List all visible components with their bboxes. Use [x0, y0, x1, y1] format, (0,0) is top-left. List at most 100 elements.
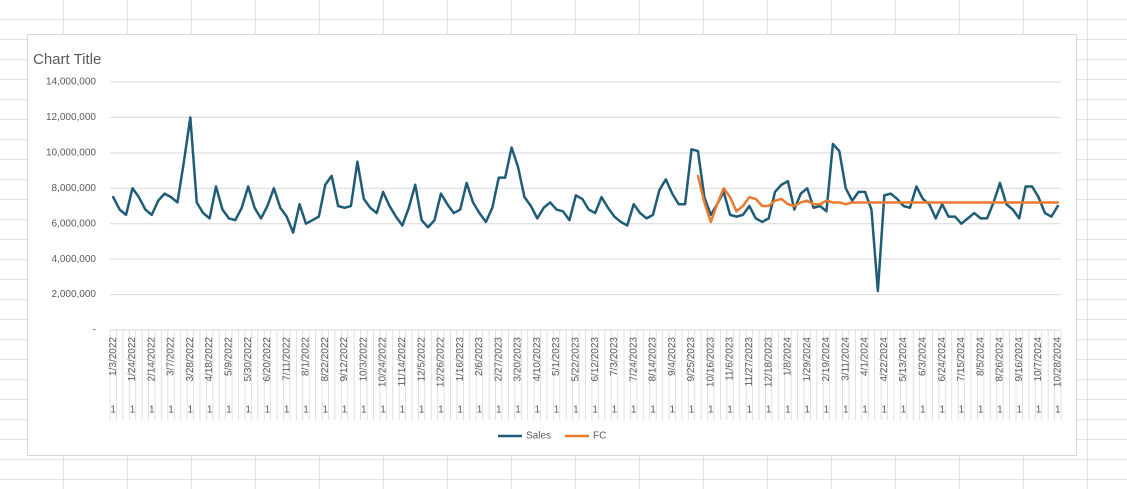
x-sub-label: 1 [400, 405, 406, 416]
x-tick-label: 4/1/2024 [860, 337, 871, 376]
y-tick-label: - [93, 325, 96, 336]
x-sub-label: 1 [901, 405, 907, 416]
x-sub-label: 1 [612, 405, 618, 416]
x-sub-label: 1 [149, 405, 155, 416]
x-sub-label: 1 [1016, 405, 1022, 416]
x-tick-label: 7/3/2023 [609, 337, 620, 376]
x-sub-label: 1 [535, 405, 541, 416]
x-tick-label: 7/15/2024 [956, 337, 967, 382]
x-sub-label: 1 [477, 405, 483, 416]
x-tick-label: 1/3/2022 [108, 337, 119, 376]
x-sub-label: 1 [650, 405, 656, 416]
x-sub-label: 1 [573, 405, 579, 416]
x-sub-label: 1 [130, 405, 136, 416]
x-sub-label: 1 [515, 405, 521, 416]
x-tick-label: 2/19/2024 [821, 337, 832, 382]
x-tick-label: 10/3/2022 [358, 337, 369, 382]
x-tick-label: 7/11/2022 [281, 337, 292, 381]
x-tick-label: 5/9/2022 [224, 337, 235, 376]
x-tick-label: 5/22/2023 [571, 337, 582, 382]
x-tick-label: 1/24/2022 [127, 337, 138, 382]
x-tick-label: 6/3/2024 [917, 337, 928, 376]
x-sub-label: 1 [496, 405, 502, 416]
y-tick-label: 2,000,000 [52, 289, 97, 300]
x-sub-label: 1 [168, 405, 174, 416]
x-sub-label: 1 [747, 405, 753, 416]
x-tick-label: 5/1/2023 [551, 337, 562, 376]
x-sub-label: 1 [727, 405, 733, 416]
x-tick-label: 9/16/2024 [1014, 337, 1025, 382]
x-tick-label: 1/8/2024 [783, 337, 794, 376]
series-line [696, 174, 1060, 224]
x-sub-label: 1 [1055, 405, 1061, 416]
x-tick-label: 4/10/2023 [532, 337, 543, 382]
x-tick-label: 8/26/2024 [995, 337, 1006, 382]
x-tick-label: 7/24/2023 [628, 337, 639, 382]
x-sub-label: 1 [631, 405, 637, 416]
x-sub-label: 1 [804, 405, 810, 416]
x-sub-label: 1 [824, 405, 830, 416]
x-tick-label: 4/18/2022 [204, 337, 215, 382]
x-tick-label: 3/20/2023 [513, 337, 524, 382]
x-tick-label: 2/14/2022 [146, 337, 157, 382]
x-sub-label: 1 [766, 405, 772, 416]
x-tick-label: 6/12/2023 [590, 337, 601, 382]
x-sub-label: 1 [245, 405, 251, 416]
x-tick-label: 5/30/2022 [243, 337, 254, 382]
x-sub-label: 1 [322, 405, 328, 416]
x-sub-label: 1 [862, 405, 868, 416]
x-sub-label: 1 [188, 405, 194, 416]
y-tick-label: 14,000,000 [46, 77, 96, 88]
x-sub-label: 1 [843, 405, 849, 416]
x-sub-label: 1 [342, 405, 348, 416]
x-tick-label: 11/14/2022 [397, 337, 408, 387]
y-tick-label: 12,000,000 [46, 112, 96, 123]
x-sub-label: 1 [554, 405, 560, 416]
x-sub-label: 1 [284, 405, 290, 416]
x-sub-label: 1 [457, 405, 463, 416]
x-tick-label: 10/16/2023 [705, 337, 716, 387]
x-tick-label: 8/1/2022 [301, 337, 312, 376]
x-tick-label: 10/28/2024 [1052, 337, 1063, 387]
x-tick-label: 5/13/2024 [898, 337, 909, 382]
legend-label: Sales [526, 431, 551, 442]
x-tick-label: 12/18/2023 [763, 337, 774, 387]
x-tick-label: 2/27/2023 [493, 337, 504, 382]
x-tick-label: 8/5/2024 [975, 337, 986, 376]
x-tick-label: 2/6/2023 [474, 337, 485, 376]
x-tick-label: 9/25/2023 [686, 337, 697, 382]
y-tick-label: 4,000,000 [52, 254, 97, 265]
x-sub-label: 1 [997, 405, 1003, 416]
y-tick-label: 8,000,000 [52, 183, 97, 194]
x-sub-label: 1 [708, 405, 714, 416]
x-tick-label: 3/7/2022 [166, 337, 177, 376]
x-tick-label: 12/26/2022 [436, 337, 447, 387]
x-tick-label: 10/24/2022 [378, 337, 389, 387]
x-sub-label: 1 [978, 405, 984, 416]
x-tick-label: 3/11/2024 [840, 337, 851, 381]
x-tick-label: 11/6/2023 [725, 337, 736, 381]
legend-label: FC [593, 431, 606, 442]
x-sub-label: 1 [592, 405, 598, 416]
x-sub-label: 1 [303, 405, 309, 416]
x-tick-label: 9/12/2022 [339, 337, 350, 382]
x-sub-label: 1 [669, 405, 675, 416]
x-tick-label: 3/28/2022 [185, 337, 196, 382]
y-tick-label: 6,000,000 [52, 218, 97, 229]
x-sub-label: 1 [226, 405, 232, 416]
x-sub-label: 1 [207, 405, 213, 416]
x-tick-label: 4/22/2024 [879, 337, 890, 382]
x-sub-label: 1 [438, 405, 444, 416]
x-tick-label: 9/4/2023 [667, 337, 678, 376]
x-sub-label: 1 [920, 405, 926, 416]
x-sub-label: 1 [959, 405, 965, 416]
x-sub-label: 1 [380, 405, 386, 416]
x-tick-label: 11/27/2023 [744, 337, 755, 387]
x-sub-label: 1 [882, 405, 888, 416]
chart-area [27, 34, 1077, 456]
x-sub-label: 1 [785, 405, 791, 416]
x-sub-label: 1 [110, 405, 116, 416]
x-sub-label: 1 [265, 405, 271, 416]
